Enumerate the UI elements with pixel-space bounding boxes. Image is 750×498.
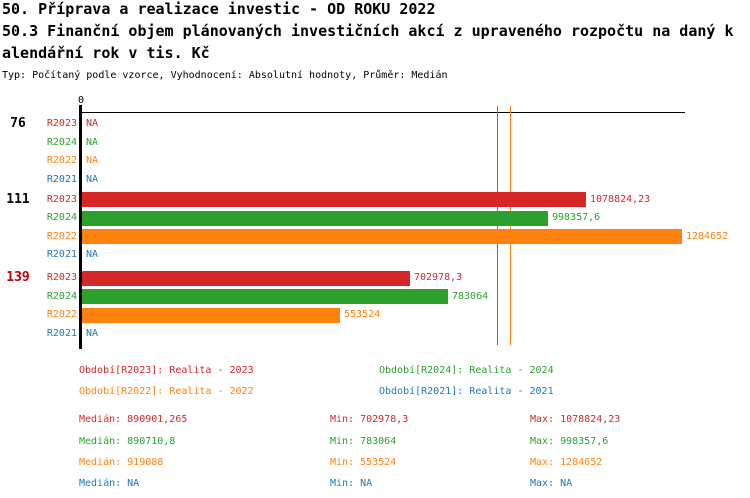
bar-r2024-g1 [82,211,548,226]
legend-item-r2022: Období[R2022]: Realita - 2022 [79,386,254,397]
value-label-r2024-g0: NA [86,137,99,148]
report-title-line1: 50. Příprava a realizace investic - OD R… [2,0,436,18]
stat-min-r2023: Min: 702978,3 [330,414,409,425]
year-label-r2021-g0: R2021 [46,174,77,185]
stat-max-r2024: Max: 998357,6 [530,436,609,447]
value-label-r2022-g0: NA [86,155,99,166]
year-label-r2021-g2: R2021 [46,328,77,339]
report-title-line2: 50.3 Finanční objem plánovaných investič… [2,22,734,40]
legend-item-r2024: Období[R2024]: Realita - 2024 [379,365,554,376]
stat-median-r2023: Medián: 890901,265 [79,414,188,425]
stat-min-r2022: Min: 553524 [330,457,397,468]
value-label-r2021-g2: NA [86,328,99,339]
group-label-139: 139 [6,270,30,285]
zero-axis-line [79,105,82,349]
value-label-r2023-g2: 702978,3 [414,272,463,283]
value-label-r2021-g1: NA [86,249,99,260]
group-label-76: 76 [10,116,26,131]
legend-item-r2023: Období[R2023]: Realita - 2023 [79,365,254,376]
bar-r2023-g2 [82,271,410,286]
year-label-r2022-g1: R2022 [46,231,77,242]
year-label-r2024-g0: R2024 [46,137,77,148]
stat-median-r2021: Medián: NA [79,478,140,489]
report-title-line3: alendářní rok v tis. Kč [2,44,210,62]
bar-r2022-g2 [82,308,340,323]
chart-plot: 0 76 R2023 NA R2024 NA R2022 NA R2021 NA 111 R2023… [6,95,729,349]
year-label-r2021-g1: R2021 [46,249,77,260]
group-label-111: 111 [6,192,30,207]
year-label-r2024-g2: R2024 [46,291,77,302]
year-label-r2022-g0: R2022 [46,155,77,166]
year-label-r2022-g2: R2022 [46,309,77,320]
x-axis-line [81,112,685,113]
legend-item-r2021: Období[R2021]: Realita - 2021 [379,386,554,397]
value-label-r2022-g2: 553524 [344,309,381,320]
year-label-r2023-g0: R2023 [46,118,77,129]
value-label-r2024-g2: 783064 [452,291,489,302]
stat-median-r2022: Medián: 919088 [79,457,164,468]
bar-r2022-g1 [82,229,682,244]
year-label-r2024-g1: R2024 [46,212,77,223]
year-label-r2023-g1: R2023 [46,194,77,205]
bar-r2024-g2 [82,289,448,304]
bar-r2023-g1 [82,192,586,207]
stat-max-r2023: Max: 1078824,23 [530,414,621,425]
stat-max-r2021: Max: NA [530,478,573,489]
value-label-r2023-g1: 1078824,23 [590,194,651,205]
stat-min-r2021: Min: NA [330,478,373,489]
value-label-r2021-g0: NA [86,174,99,185]
year-label-r2023-g2: R2023 [46,272,77,283]
value-label-r2022-g1: 1284652 [686,231,729,242]
report-meta-line: Typ: Počítaný podle vzorce, Vyhodnocení:… [2,70,448,81]
stat-median-r2024: Medián: 890710,8 [79,436,176,447]
value-label-r2023-g0: NA [86,118,99,129]
axis-zero-tick-label: 0 [77,95,85,106]
value-label-r2024-g1: 998357,6 [552,212,601,223]
stat-max-r2022: Max: 1284652 [530,457,603,468]
stat-min-r2024: Min: 783064 [330,436,397,447]
